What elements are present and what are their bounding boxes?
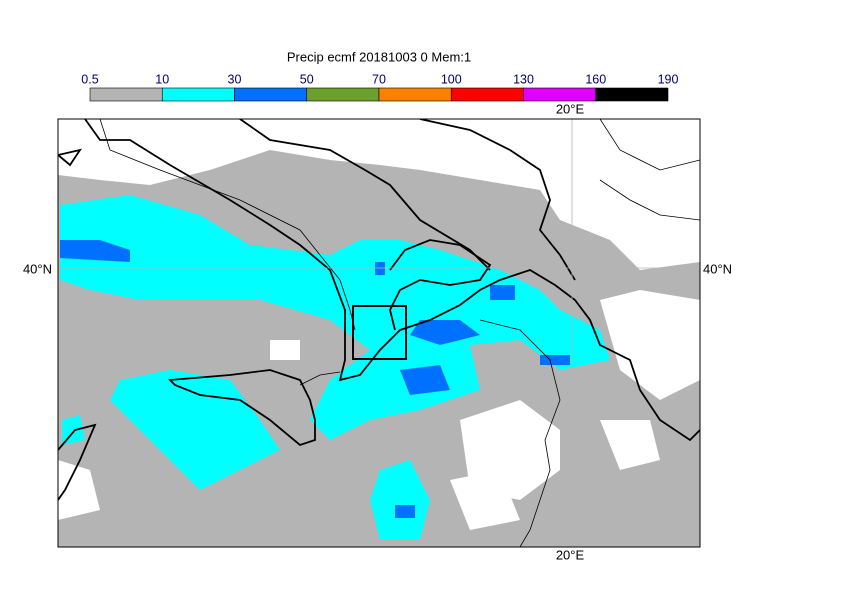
colorbar-label: 130 <box>513 72 534 86</box>
colorbar-box <box>595 87 669 102</box>
lat-label-left: 40°N <box>23 261 52 276</box>
moderate-precip <box>60 240 570 518</box>
focus-box <box>352 305 407 360</box>
lon-label-bottom: 20°E <box>556 547 585 562</box>
coastlines <box>58 119 700 501</box>
colorbar-box <box>450 87 524 102</box>
colorbar-box <box>89 87 163 102</box>
borders <box>99 119 700 547</box>
lat-label-right: 40°N <box>703 261 732 276</box>
lon-label-top: 20°E <box>556 101 585 116</box>
map-frame <box>57 118 701 548</box>
colorbar-label: 0.5 <box>81 72 98 86</box>
graticule <box>58 119 700 547</box>
colorbar: 0.5 10 30 50 70 100 130 160 190 <box>81 72 679 102</box>
dry-areas <box>58 119 700 530</box>
colorbar-label: 30 <box>228 72 242 86</box>
colorbar-label: 100 <box>441 72 462 86</box>
colorbar-label: 10 <box>155 72 169 86</box>
colorbar-label: 190 <box>658 72 679 86</box>
colorbar-box <box>234 87 308 102</box>
colorbar-label: 160 <box>585 72 606 86</box>
map <box>58 119 700 547</box>
colorbar-box <box>523 87 597 102</box>
colorbar-box <box>161 87 235 102</box>
colorbar-box <box>378 87 452 102</box>
title: Precip ecmf 20181003 0 Mem:1 <box>287 49 471 64</box>
colorbar-box <box>306 87 380 102</box>
colorbar-label: 70 <box>372 72 386 86</box>
colorbar-label: 50 <box>300 72 314 86</box>
